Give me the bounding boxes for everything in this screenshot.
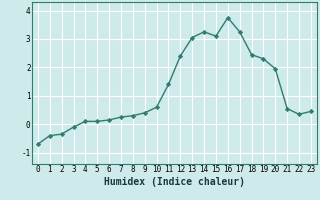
X-axis label: Humidex (Indice chaleur): Humidex (Indice chaleur): [104, 177, 245, 187]
